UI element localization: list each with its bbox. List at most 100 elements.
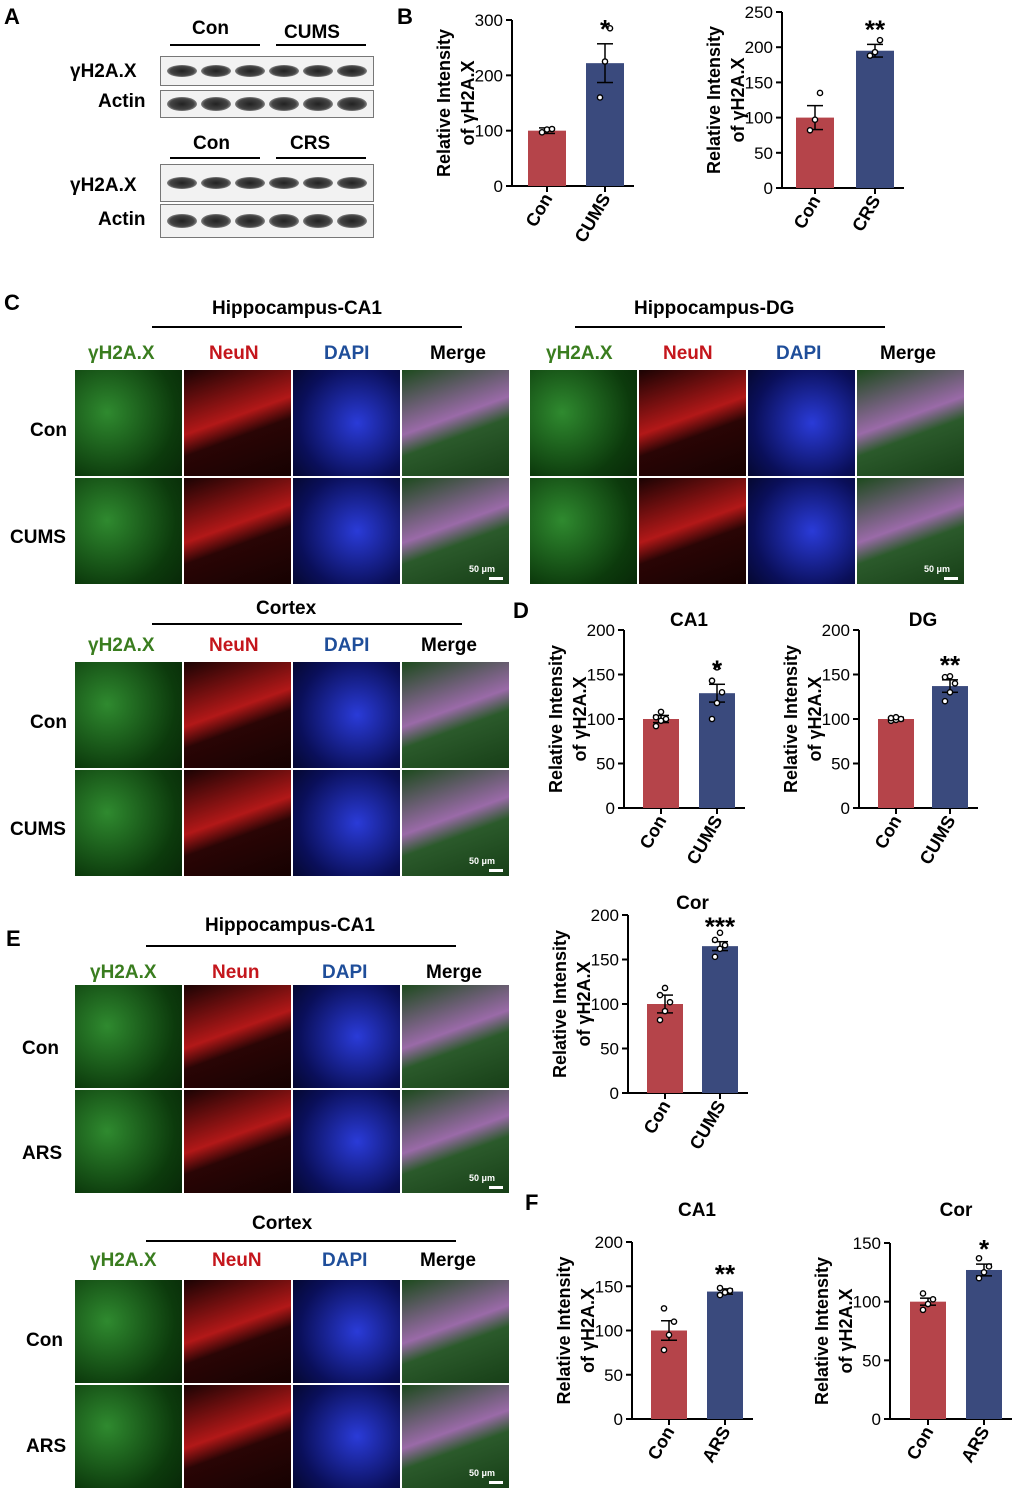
channel-label-green: γH2A.X xyxy=(90,1250,157,1271)
blot-band xyxy=(269,214,299,228)
y-tick-label: 150 xyxy=(587,666,615,685)
data-point xyxy=(538,129,546,136)
y-tick-label: 0 xyxy=(872,1410,881,1429)
micrograph-gh2ax xyxy=(75,1090,182,1193)
scale-bar-label: 50 μm xyxy=(469,856,496,866)
channel-label-green: γH2A.X xyxy=(88,343,155,364)
significance-marker: * xyxy=(712,654,723,684)
y-tick-label: 150 xyxy=(745,73,773,92)
y-tick-label: 100 xyxy=(591,995,619,1014)
data-point xyxy=(660,1305,668,1312)
micrograph-dapi xyxy=(293,1280,400,1383)
micrograph-gh2ax xyxy=(75,370,182,476)
y-axis-label: of γH2A.X xyxy=(458,60,478,145)
micrograph-merge xyxy=(402,478,509,584)
row-label-cums: CUMS xyxy=(10,527,66,548)
micrograph-gh2ax xyxy=(75,770,182,876)
data-point xyxy=(806,126,814,134)
data-point xyxy=(811,116,819,124)
y-axis-label: Relative Intensity xyxy=(550,930,570,1078)
micrograph-gh2ax xyxy=(75,662,182,768)
bar-con xyxy=(910,1301,946,1419)
blot-band xyxy=(167,177,197,189)
blot-band xyxy=(303,65,333,77)
y-tick-label: 50 xyxy=(604,1366,623,1385)
channel-label-merge: Merge xyxy=(430,343,486,364)
bar-con xyxy=(878,719,914,808)
micrograph-merge xyxy=(857,370,964,476)
y-tick-label: 50 xyxy=(831,755,850,774)
channel-label-green: γH2A.X xyxy=(90,962,157,983)
region-line xyxy=(146,1240,456,1242)
y-axis-label: Relative Intensity xyxy=(781,645,801,793)
data-point xyxy=(601,58,609,65)
data-point xyxy=(919,1290,927,1297)
bar-con xyxy=(651,1330,687,1419)
micrograph-dapi xyxy=(293,1385,400,1488)
significance-marker: *** xyxy=(705,912,736,942)
blot-band xyxy=(303,97,333,111)
bar-cums xyxy=(586,63,624,186)
blot-band xyxy=(167,97,197,111)
micrograph-neun xyxy=(184,370,291,476)
x-tick-label: ARS xyxy=(957,1423,993,1466)
chart-title: Cor xyxy=(676,893,709,914)
micrograph-neun xyxy=(184,1090,291,1193)
region-title: Hippocampus-CA1 xyxy=(205,915,375,936)
data-point xyxy=(716,929,724,937)
panel-letter-c: C xyxy=(4,290,20,315)
micrograph-dapi xyxy=(293,370,400,476)
x-tick-label: Con xyxy=(640,1097,675,1137)
x-tick-label: CUMS xyxy=(571,190,615,246)
channel-label-merge: Merge xyxy=(880,343,936,364)
data-point xyxy=(892,713,900,721)
blot-strip xyxy=(160,204,374,238)
group-line xyxy=(276,44,366,46)
micrograph-merge xyxy=(402,662,509,768)
micrograph-neun xyxy=(639,478,746,584)
data-point xyxy=(980,1269,988,1276)
data-point xyxy=(924,1300,932,1308)
y-tick-label: 50 xyxy=(754,144,773,163)
panel-letter-a: A xyxy=(4,4,20,29)
data-point xyxy=(726,1287,734,1294)
data-point xyxy=(919,1306,927,1314)
x-tick-label: CUMS xyxy=(686,1097,730,1153)
micrograph-neun xyxy=(184,985,291,1088)
y-tick-label: 0 xyxy=(606,799,615,818)
y-tick-label: 100 xyxy=(822,710,850,729)
blot-band xyxy=(269,177,299,189)
y-tick-label: 250 xyxy=(745,3,773,22)
data-point xyxy=(887,714,895,722)
region-line xyxy=(146,945,456,947)
data-point xyxy=(657,708,665,716)
channel-label-blue: DAPI xyxy=(776,343,822,364)
y-tick-label: 150 xyxy=(591,951,619,970)
y-tick-label: 0 xyxy=(764,179,773,198)
scale-bar xyxy=(489,869,503,872)
micrograph-merge xyxy=(857,478,964,584)
group-line xyxy=(276,157,366,159)
y-tick-label: 100 xyxy=(745,109,773,128)
channel-label-merge: Merge xyxy=(420,1250,476,1271)
y-axis-label: of γH2A.X xyxy=(836,1288,856,1373)
blot-band xyxy=(167,214,197,228)
bar-crs xyxy=(856,50,894,188)
scale-bar xyxy=(489,1481,503,1484)
bar-cums xyxy=(932,686,968,808)
x-tick-label: Con xyxy=(636,812,671,852)
data-point xyxy=(656,1016,664,1024)
scale-bar xyxy=(944,577,958,580)
channel-label-merge: Merge xyxy=(426,962,482,983)
data-point xyxy=(975,1274,983,1282)
micrograph-dapi xyxy=(748,370,855,476)
region-title: Hippocampus-DG xyxy=(634,298,795,319)
y-axis-label: of γH2A.X xyxy=(570,676,590,761)
data-point xyxy=(666,998,674,1006)
blot-band xyxy=(235,214,265,228)
x-tick-label: ARS xyxy=(698,1423,734,1466)
blot-group-crs: CRS xyxy=(290,133,331,154)
blot-band xyxy=(269,65,299,77)
data-point xyxy=(660,1346,668,1354)
